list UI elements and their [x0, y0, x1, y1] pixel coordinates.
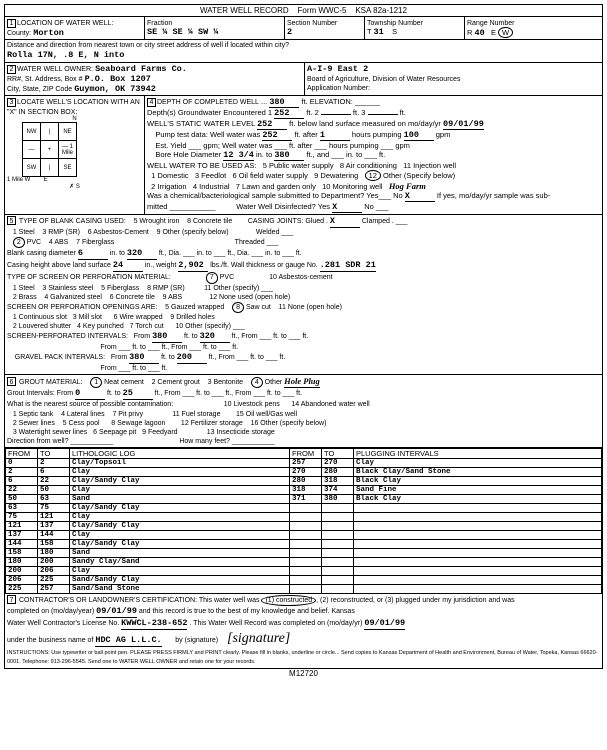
county-value: Morton	[33, 28, 64, 38]
lithologic-log-table: FROMTOLITHOLOGIC LOG FROMTOPLUGGING INTE…	[5, 448, 602, 594]
section-value: 2	[287, 27, 292, 37]
form-container: WATER WELL RECORD Form WWC-5 KSA 82a-121…	[4, 4, 603, 669]
range-dir: W	[498, 27, 513, 38]
log-row: 180200Sandy Clay/Sand	[6, 557, 602, 566]
log-row: 02Clay/Topsoil257270Clay	[6, 458, 602, 467]
section-7-marker: 7	[7, 595, 16, 604]
log-row: 75121Clay	[6, 512, 602, 521]
section-5-marker: 5	[7, 216, 16, 225]
section-5: 5 TYPE OF BLANK CASING USED: 5 Wrought i…	[5, 215, 602, 375]
owner-name: Seaboard Farms Co.	[95, 64, 187, 74]
section-3-4-row: 3LOCATE WELL'S LOCATION WITH AN "X" IN S…	[5, 96, 602, 215]
log-row: 26Clay270280Black Clay/Sand Stone	[6, 467, 602, 476]
section-1-marker: 1	[7, 19, 16, 28]
address-row: Distance and direction from nearest town…	[5, 40, 602, 63]
section-grid: NW|NE —+— 1 Mile SW|SE	[22, 122, 77, 177]
log-row: 622Clay/Sandy Clay280318Black Clay	[6, 476, 602, 485]
log-row: 137144Clay	[6, 530, 602, 539]
depth-completed: 380	[269, 97, 299, 108]
form-header: WATER WELL RECORD Form WWC-5 KSA 82a-121…	[5, 5, 602, 17]
address-value: Rolla 17N, .8 E, N into	[7, 50, 124, 60]
log-row: 206225Sand/Sandy Clay	[6, 575, 602, 584]
owner-addr: P.O. Box 1207	[85, 74, 151, 84]
section-6: 6 GROUT MATERIAL: 1 Neat cement 2 Cement…	[5, 375, 602, 448]
log-row: 121137Clay/Sandy Clay	[6, 521, 602, 530]
section-2-marker: 2	[7, 65, 16, 74]
log-row: 200206Clay	[6, 566, 602, 575]
doc-number: M12720	[4, 669, 603, 678]
location-row: 1LOCATION OF WATER WELL: County: Morton …	[5, 17, 602, 40]
owner-city: Guymon, OK 73942	[74, 84, 156, 94]
log-row: 225257Sand/Sand Stone	[6, 584, 602, 593]
section-3-marker: 3	[7, 98, 16, 107]
log-row: 2250Clay318374Sand Fine	[6, 485, 602, 494]
section-6-marker: 6	[7, 377, 16, 386]
range-value: 40	[475, 28, 485, 38]
owner-row: 2WATER WELL OWNER: Seaboard Farms Co. RR…	[5, 63, 602, 96]
section-4-marker: 4	[147, 98, 156, 107]
log-row: 144158Clay/Sandy Clay	[6, 539, 602, 548]
log-row: 5063Sand371380Black Clay	[6, 494, 602, 503]
section-7-cert: 7 CONTRACTOR'S OR LANDOWNER'S CERTIFICAT…	[5, 594, 602, 668]
board-label: Board of Agriculture, Division of Water …	[307, 76, 460, 83]
lease-value: A-I-9 East 2	[307, 64, 368, 74]
township-value: 31	[374, 27, 384, 37]
fraction-value: SE ¼ SE ¼ SW ¼	[147, 27, 218, 37]
log-row: 158180Sand	[6, 548, 602, 557]
log-row: 6375Clay/Sandy Clay	[6, 503, 602, 512]
